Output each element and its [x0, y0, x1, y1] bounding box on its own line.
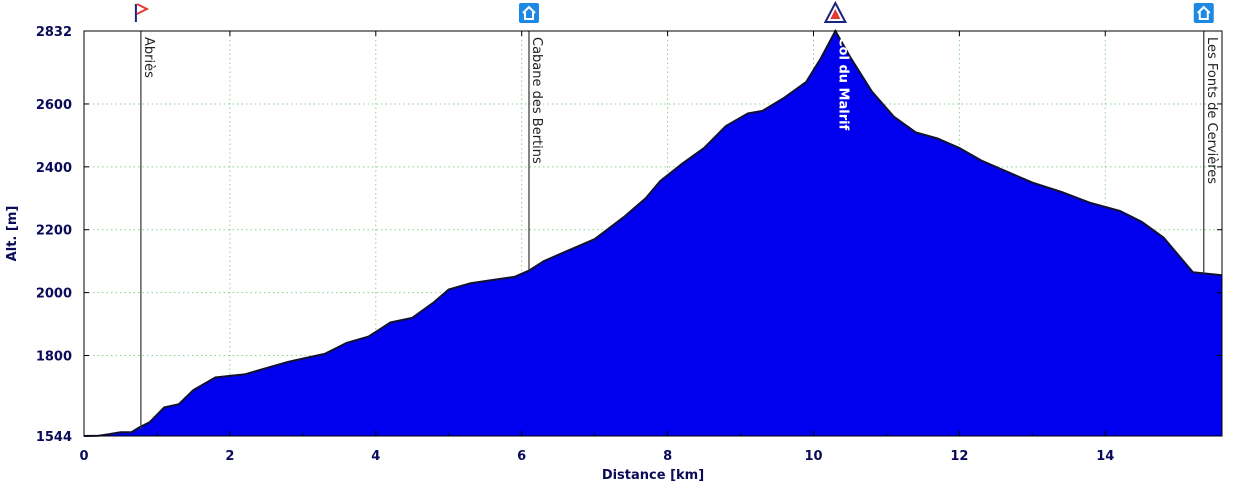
waypoint-label: Les Fonts de Cervières	[1204, 37, 1219, 184]
x-tick-label: 6	[517, 449, 526, 464]
y-tick-label: 2400	[36, 161, 72, 176]
waypoint-label: Col du Malrif	[835, 37, 850, 131]
x-tick-label: 0	[79, 449, 88, 464]
y-axis-label: Alt. [m]	[5, 206, 20, 262]
elevation-area	[84, 31, 1222, 436]
y-tick-label: 2832	[36, 25, 72, 40]
x-tick-label: 8	[663, 449, 672, 464]
elevation-profile-line	[83, 28, 1223, 437]
pass-icon	[823, 0, 848, 23]
x-tick-label: 14	[1096, 449, 1114, 464]
x-tick-label: 2	[225, 449, 234, 464]
waypoint-label: Cabane des Bertins	[529, 37, 544, 164]
waypoints: Abriès Cabane des Bertins Col du Malrif Les…	[134, 0, 1219, 430]
x-tick-label: 4	[371, 449, 380, 464]
x-axis-label: Distance [km]	[602, 468, 704, 483]
plot-frame	[83, 30, 1223, 437]
hut-icon	[518, 3, 539, 23]
y-tick-label: 2200	[36, 224, 72, 239]
x-tick-label: 12	[950, 449, 968, 464]
axis-ticks: 0 2 4 6 8 10 12 14 1544 1800 2000 2200 2400 2600 2832	[36, 25, 1222, 464]
y-tick-label: 2600	[36, 98, 72, 113]
waypoint-label: Abriès	[141, 37, 156, 78]
y-tick-label: 1800	[36, 350, 72, 365]
y-tick-label: 1544	[36, 430, 72, 445]
hut-icon	[1193, 3, 1214, 23]
x-tick-label: 10	[804, 449, 822, 464]
y-tick-label: 2000	[36, 287, 72, 302]
flag-icon	[134, 3, 150, 22]
